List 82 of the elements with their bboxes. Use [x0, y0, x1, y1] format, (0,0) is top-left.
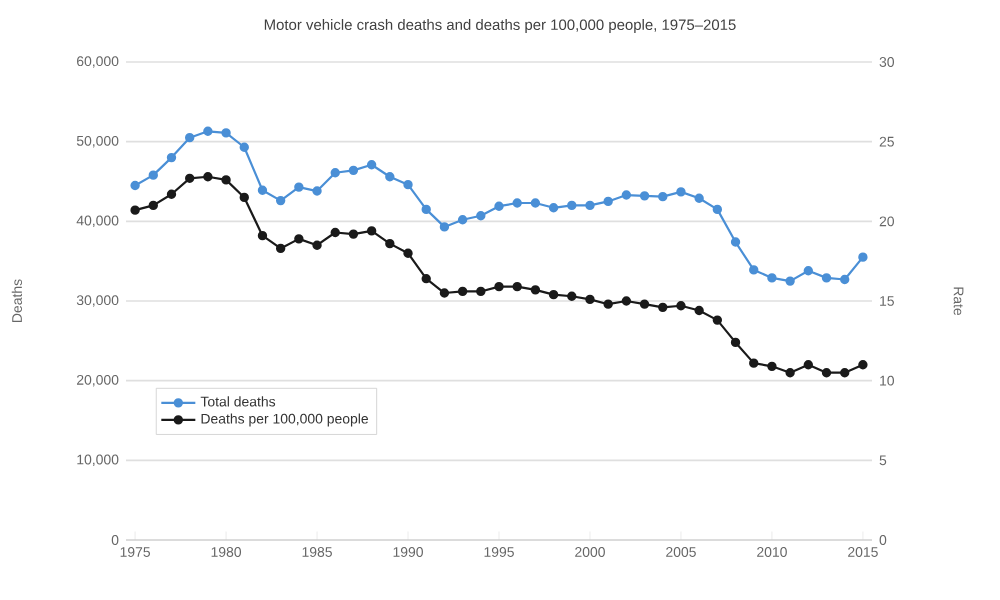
point — [712, 315, 723, 325]
point — [439, 222, 450, 232]
point — [403, 248, 413, 258]
point — [275, 195, 286, 206]
point — [366, 226, 377, 236]
point — [821, 368, 832, 378]
point — [330, 227, 340, 238]
point — [585, 200, 595, 211]
point — [439, 288, 450, 298]
point — [639, 299, 650, 309]
point — [185, 173, 195, 183]
point — [130, 180, 140, 191]
point — [166, 152, 177, 163]
point — [385, 238, 395, 249]
point — [621, 190, 632, 200]
point — [148, 200, 158, 211]
point — [512, 281, 522, 292]
point — [385, 172, 395, 182]
point — [730, 237, 741, 247]
point — [312, 186, 322, 196]
point — [658, 191, 668, 202]
point — [421, 204, 431, 215]
point — [348, 229, 359, 239]
point — [694, 305, 704, 316]
point — [348, 165, 359, 176]
point — [457, 215, 468, 225]
point — [530, 285, 541, 295]
point — [803, 266, 814, 276]
point — [749, 358, 759, 368]
point — [603, 196, 613, 207]
point — [457, 286, 468, 297]
point — [785, 368, 795, 378]
point — [257, 230, 268, 241]
point — [658, 302, 668, 313]
point — [275, 243, 286, 254]
point — [603, 299, 613, 309]
point — [530, 198, 541, 208]
point — [257, 185, 268, 195]
point — [767, 361, 777, 372]
point — [548, 289, 559, 300]
point — [294, 234, 304, 244]
point — [221, 175, 231, 185]
point — [403, 179, 413, 190]
point — [148, 170, 158, 180]
point — [203, 172, 213, 182]
point — [512, 198, 522, 208]
point — [476, 211, 486, 221]
point — [312, 240, 322, 250]
point — [840, 274, 850, 285]
point — [548, 203, 559, 213]
point — [166, 189, 177, 199]
point — [494, 201, 504, 211]
point — [130, 205, 140, 215]
point — [621, 296, 632, 306]
point — [239, 192, 249, 203]
point — [749, 265, 759, 275]
point — [840, 368, 850, 378]
point — [858, 252, 868, 262]
point — [221, 128, 231, 138]
point — [203, 126, 213, 136]
point — [767, 273, 777, 283]
point — [712, 204, 723, 215]
point — [476, 286, 486, 297]
point — [858, 360, 868, 370]
point — [785, 276, 795, 286]
point — [366, 160, 377, 170]
point — [567, 200, 577, 211]
point — [294, 182, 304, 192]
point — [330, 168, 340, 178]
point — [730, 337, 741, 348]
point — [239, 142, 249, 152]
point — [494, 281, 504, 292]
point — [676, 301, 686, 311]
point — [585, 294, 595, 305]
point — [676, 187, 686, 197]
point — [803, 360, 814, 370]
point — [694, 193, 704, 203]
point — [821, 273, 832, 283]
point — [184, 132, 195, 143]
point — [567, 291, 577, 301]
point — [639, 191, 650, 201]
point — [421, 274, 431, 284]
